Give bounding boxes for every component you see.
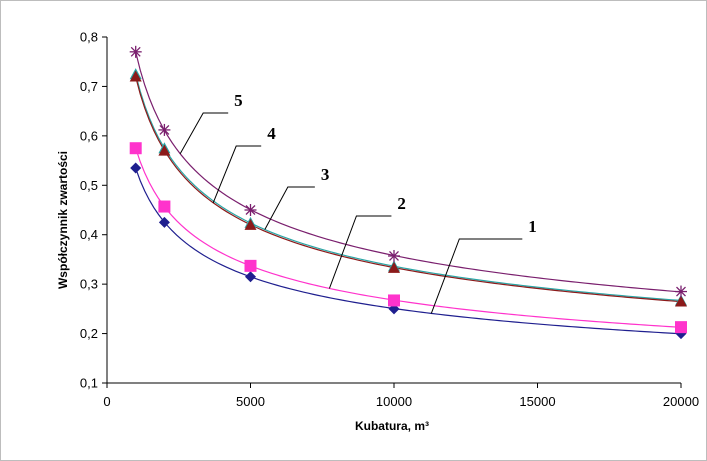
annotation-leader-3 <box>264 186 315 230</box>
point-series-5 <box>388 249 400 262</box>
x-axis-title: Kubatura, m³ <box>355 419 429 433</box>
point-series-2 <box>675 321 687 334</box>
point-series-5 <box>675 285 687 298</box>
trend-curve-1 <box>135 168 682 335</box>
y-tick-label: 0,5 <box>80 178 98 193</box>
annotation-label-4: 4 <box>267 124 276 143</box>
point-series-4 <box>388 261 400 273</box>
point-series-5 <box>244 204 257 216</box>
point-series-4 <box>158 144 171 156</box>
y-tick-label: 0,4 <box>80 227 98 242</box>
point-series-2 <box>158 200 171 213</box>
annotation-label-3: 3 <box>321 165 330 184</box>
annotation-label-5: 5 <box>234 91 243 110</box>
y-tick-label: 0,8 <box>80 30 98 45</box>
trend-curve-4 <box>135 76 682 303</box>
x-ticks: 0 5000 10000 15000 20000 <box>103 383 699 409</box>
y-axis-title: Współczynnik zwartości <box>56 151 70 289</box>
series-annotations: 1 2 3 4 5 <box>179 91 537 314</box>
y-tick-label: 0,6 <box>80 128 98 143</box>
trend-curve-2 <box>135 148 682 328</box>
point-series-1 <box>245 271 256 283</box>
x-tick-label: 5000 <box>236 394 265 409</box>
data-points <box>129 45 687 340</box>
point-series-5 <box>158 123 171 136</box>
point-series-2 <box>129 142 142 155</box>
x-tick-label: 20000 <box>663 394 699 409</box>
x-tick-label: 15000 <box>519 394 555 409</box>
axes <box>106 37 681 384</box>
annotation-leader-5 <box>179 112 229 154</box>
y-ticks: 0,1 0,2 0,3 0,4 0,5 0,6 0,7 0,8 <box>80 30 107 391</box>
y-tick-label: 0,2 <box>80 326 98 341</box>
point-series-2 <box>388 294 400 307</box>
x-tick-label: 10000 <box>376 394 412 409</box>
point-series-5 <box>129 45 142 58</box>
point-series-4 <box>129 70 142 82</box>
annotation-leader-4 <box>212 145 262 203</box>
point-series-1 <box>158 216 170 228</box>
annotation-label-1: 1 <box>528 217 537 236</box>
y-tick-label: 0,7 <box>80 79 98 94</box>
point-series-4 <box>675 295 687 307</box>
trend-curve-5 <box>135 51 682 293</box>
trend-curves <box>135 51 682 335</box>
annotation-leader-1 <box>430 238 523 314</box>
y-tick-label: 0,3 <box>80 277 98 292</box>
point-series-4 <box>244 218 257 230</box>
annotation-leader-2 <box>328 215 392 289</box>
trend-curve-3 <box>135 74 682 302</box>
point-series-2 <box>244 259 257 272</box>
x-tick-label: 0 <box>103 394 110 409</box>
annotation-label-2: 2 <box>397 194 406 213</box>
y-tick-label: 0,1 <box>80 376 98 391</box>
point-series-1 <box>130 162 142 174</box>
